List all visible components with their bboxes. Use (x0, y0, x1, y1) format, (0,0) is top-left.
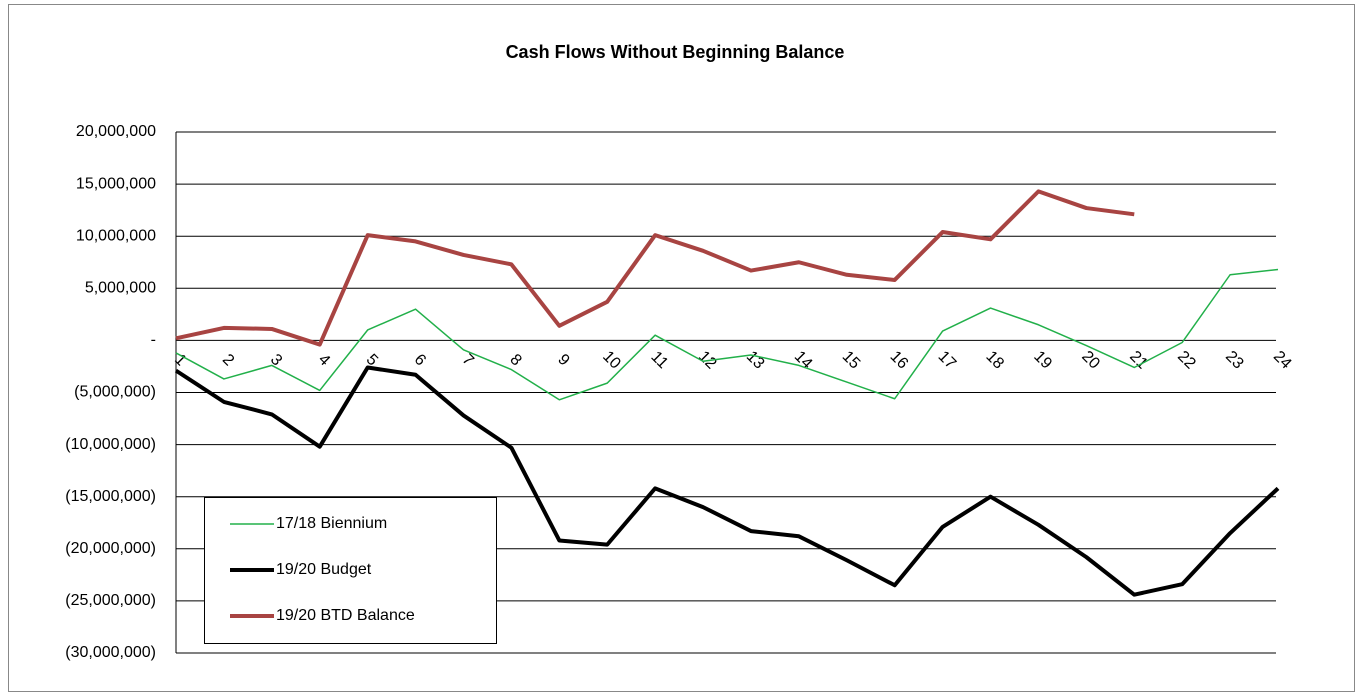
y-tick-label: (25,000,000) (65, 592, 156, 609)
series-line (174, 365, 1280, 597)
series-line (175, 268, 1279, 401)
series-line (175, 189, 1135, 347)
legend-label: 17/18 Biennium (276, 515, 387, 532)
y-tick-label: - (151, 332, 156, 349)
y-tick-label: (10,000,000) (65, 436, 156, 453)
y-tick-label: 15,000,000 (76, 175, 156, 192)
y-tick-label: (5,000,000) (74, 384, 156, 401)
y-tick-label: (15,000,000) (65, 488, 156, 505)
y-tick-label: (30,000,000) (65, 644, 156, 661)
y-tick-label: (20,000,000) (65, 540, 156, 557)
chart-title: Cash Flows Without Beginning Balance (506, 42, 845, 62)
legend-label: 19/20 Budget (276, 561, 372, 578)
y-tick-label: 5,000,000 (85, 280, 156, 297)
legend-label: 19/20 BTD Balance (276, 607, 415, 624)
y-tick-label: 20,000,000 (76, 123, 156, 140)
y-tick-label: 10,000,000 (76, 227, 156, 244)
